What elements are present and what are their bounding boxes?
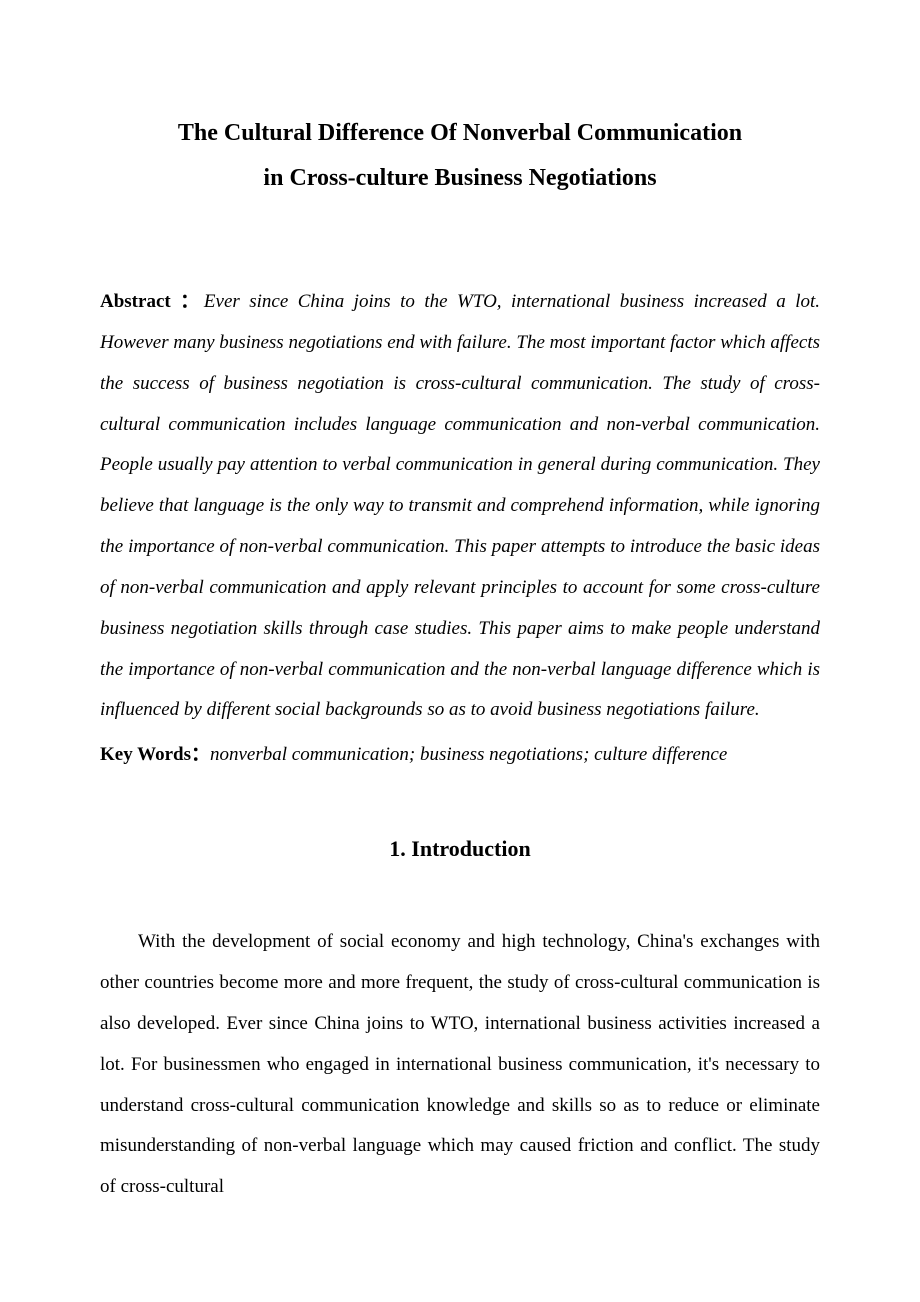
abstract-block: Abstract ：Ever since China joins to the … <box>100 282 820 731</box>
keywords-text: nonverbal communication; business negoti… <box>210 744 727 765</box>
abstract-label: Abstract ： <box>100 291 204 312</box>
section-heading: 1. Introduction <box>100 836 820 862</box>
paper-title-line2: in Cross-culture Business Negotiations <box>100 165 820 192</box>
keywords-block: Key Words：nonverbal communication; busin… <box>100 735 820 776</box>
keywords-label: Key Words： <box>100 744 210 765</box>
abstract-text: Ever since China joins to the WTO, inter… <box>100 291 820 720</box>
body-paragraph-1: With the development of social economy a… <box>100 922 820 1208</box>
paper-title-line1: The Cultural Difference Of Nonverbal Com… <box>100 120 820 147</box>
